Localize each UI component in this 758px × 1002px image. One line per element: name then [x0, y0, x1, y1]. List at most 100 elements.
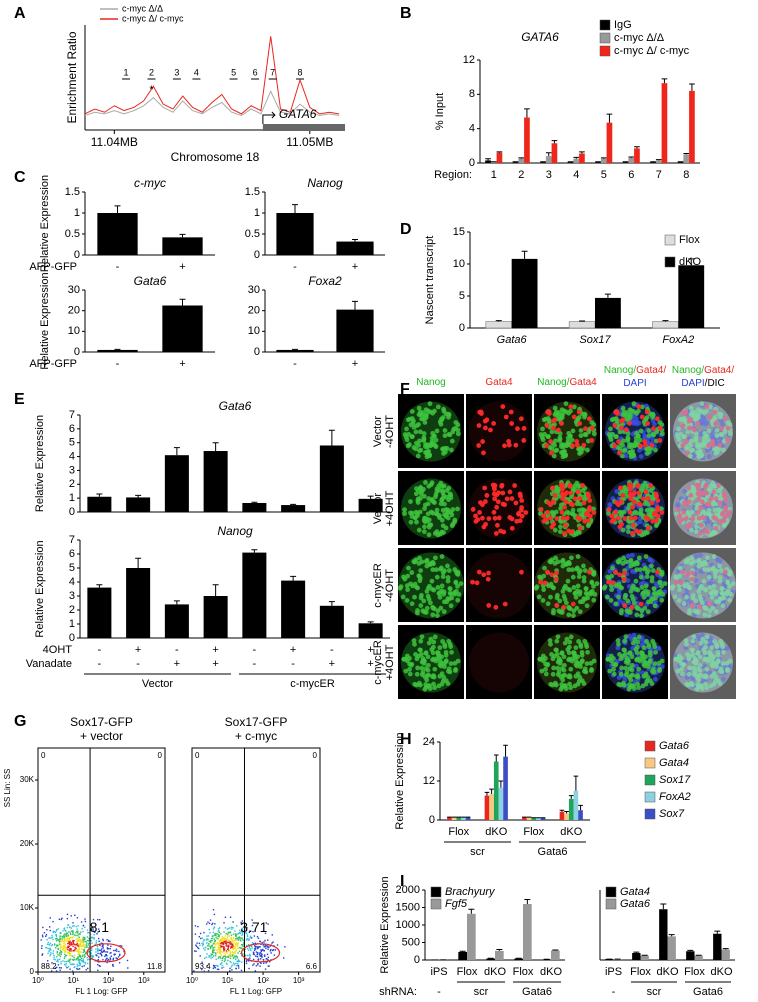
cell	[417, 556, 422, 561]
event-dot	[77, 956, 78, 957]
event-dot	[115, 950, 116, 951]
event-dot	[270, 950, 271, 951]
event-dot	[243, 940, 244, 941]
error-bar	[546, 153, 552, 156]
cell	[619, 426, 624, 431]
event-dot	[50, 943, 51, 944]
cell	[700, 401, 705, 406]
cell	[427, 641, 432, 646]
legend-label: Gata6	[620, 898, 651, 910]
cell	[589, 661, 594, 666]
cell	[566, 439, 571, 444]
y-tick-label: 6	[69, 548, 75, 560]
event-dot	[227, 932, 228, 933]
cell	[652, 422, 657, 427]
event-dot	[210, 919, 211, 920]
event-dot	[196, 942, 197, 943]
y-tick-label: 3	[69, 464, 75, 476]
cell	[563, 523, 568, 528]
event-dot	[67, 949, 68, 950]
cell	[602, 586, 607, 591]
error-bar	[524, 899, 530, 904]
event-dot	[50, 954, 51, 955]
cell	[679, 580, 684, 585]
event-dot	[195, 944, 196, 945]
cell	[541, 437, 546, 442]
bar	[458, 952, 467, 960]
cell	[702, 612, 707, 617]
cell	[563, 492, 568, 497]
legend-swatch	[600, 46, 610, 56]
cell	[650, 415, 655, 420]
event-dot	[99, 966, 100, 967]
cell	[492, 496, 497, 501]
cell	[711, 501, 716, 506]
row-value: +	[290, 644, 296, 656]
cell	[720, 644, 725, 649]
event-dot	[78, 953, 79, 954]
error-bar	[292, 205, 298, 213]
cell	[688, 654, 693, 659]
cell	[620, 654, 625, 659]
bar	[466, 817, 471, 820]
micrograph	[466, 625, 532, 699]
bar	[499, 788, 504, 821]
cell	[624, 489, 629, 494]
event-dot	[69, 968, 70, 969]
event-dot	[105, 959, 106, 960]
event-dot	[64, 956, 65, 957]
cell	[544, 672, 549, 677]
cell	[447, 568, 452, 573]
event-dot	[59, 967, 60, 968]
cell	[571, 429, 576, 434]
cell	[702, 579, 707, 584]
y-tick-label: 0.5	[245, 228, 260, 240]
y-tick-label: 6	[69, 423, 75, 435]
row-value: -	[253, 644, 257, 656]
event-dot	[108, 941, 109, 942]
bar	[595, 298, 621, 328]
event-dot	[221, 967, 222, 968]
event-dot	[227, 934, 228, 935]
chart-subtitle: + c-myc	[235, 729, 277, 743]
event-dot	[119, 962, 120, 963]
event-dot	[266, 958, 267, 959]
panel-label: A	[14, 5, 26, 22]
event-dot	[61, 918, 62, 919]
region-label: 5	[231, 67, 236, 77]
cell	[618, 486, 623, 491]
event-dot	[223, 931, 224, 932]
event-dot	[255, 955, 256, 956]
event-dot	[214, 923, 215, 924]
event-dot	[219, 943, 220, 944]
y-tick-label: 2	[69, 604, 75, 616]
cell	[561, 673, 566, 678]
event-dot	[226, 964, 227, 965]
cell	[405, 598, 410, 603]
cell	[692, 634, 697, 639]
event-dot	[121, 945, 122, 946]
column-header: Nanog	[416, 377, 445, 388]
event-dot	[220, 952, 221, 953]
legend-label: Gata4	[620, 886, 650, 898]
event-dot	[56, 956, 57, 957]
legend-swatch	[645, 809, 655, 819]
cell	[436, 405, 441, 410]
event-dot	[251, 947, 252, 948]
event-dot	[98, 956, 99, 957]
chart-title: Nanog	[307, 176, 343, 190]
event-dot	[261, 956, 262, 957]
cell	[443, 644, 448, 649]
event-dot	[64, 944, 65, 945]
event-dot	[87, 936, 88, 937]
event-dot	[206, 923, 207, 924]
event-dot	[227, 951, 228, 952]
cell	[638, 519, 643, 524]
cell	[567, 645, 572, 650]
event-dot	[248, 939, 249, 940]
cell	[537, 575, 542, 580]
quadrant-value: 11.8	[147, 962, 163, 971]
event-dot	[215, 937, 216, 938]
micrograph	[670, 548, 736, 622]
cell	[437, 683, 442, 688]
